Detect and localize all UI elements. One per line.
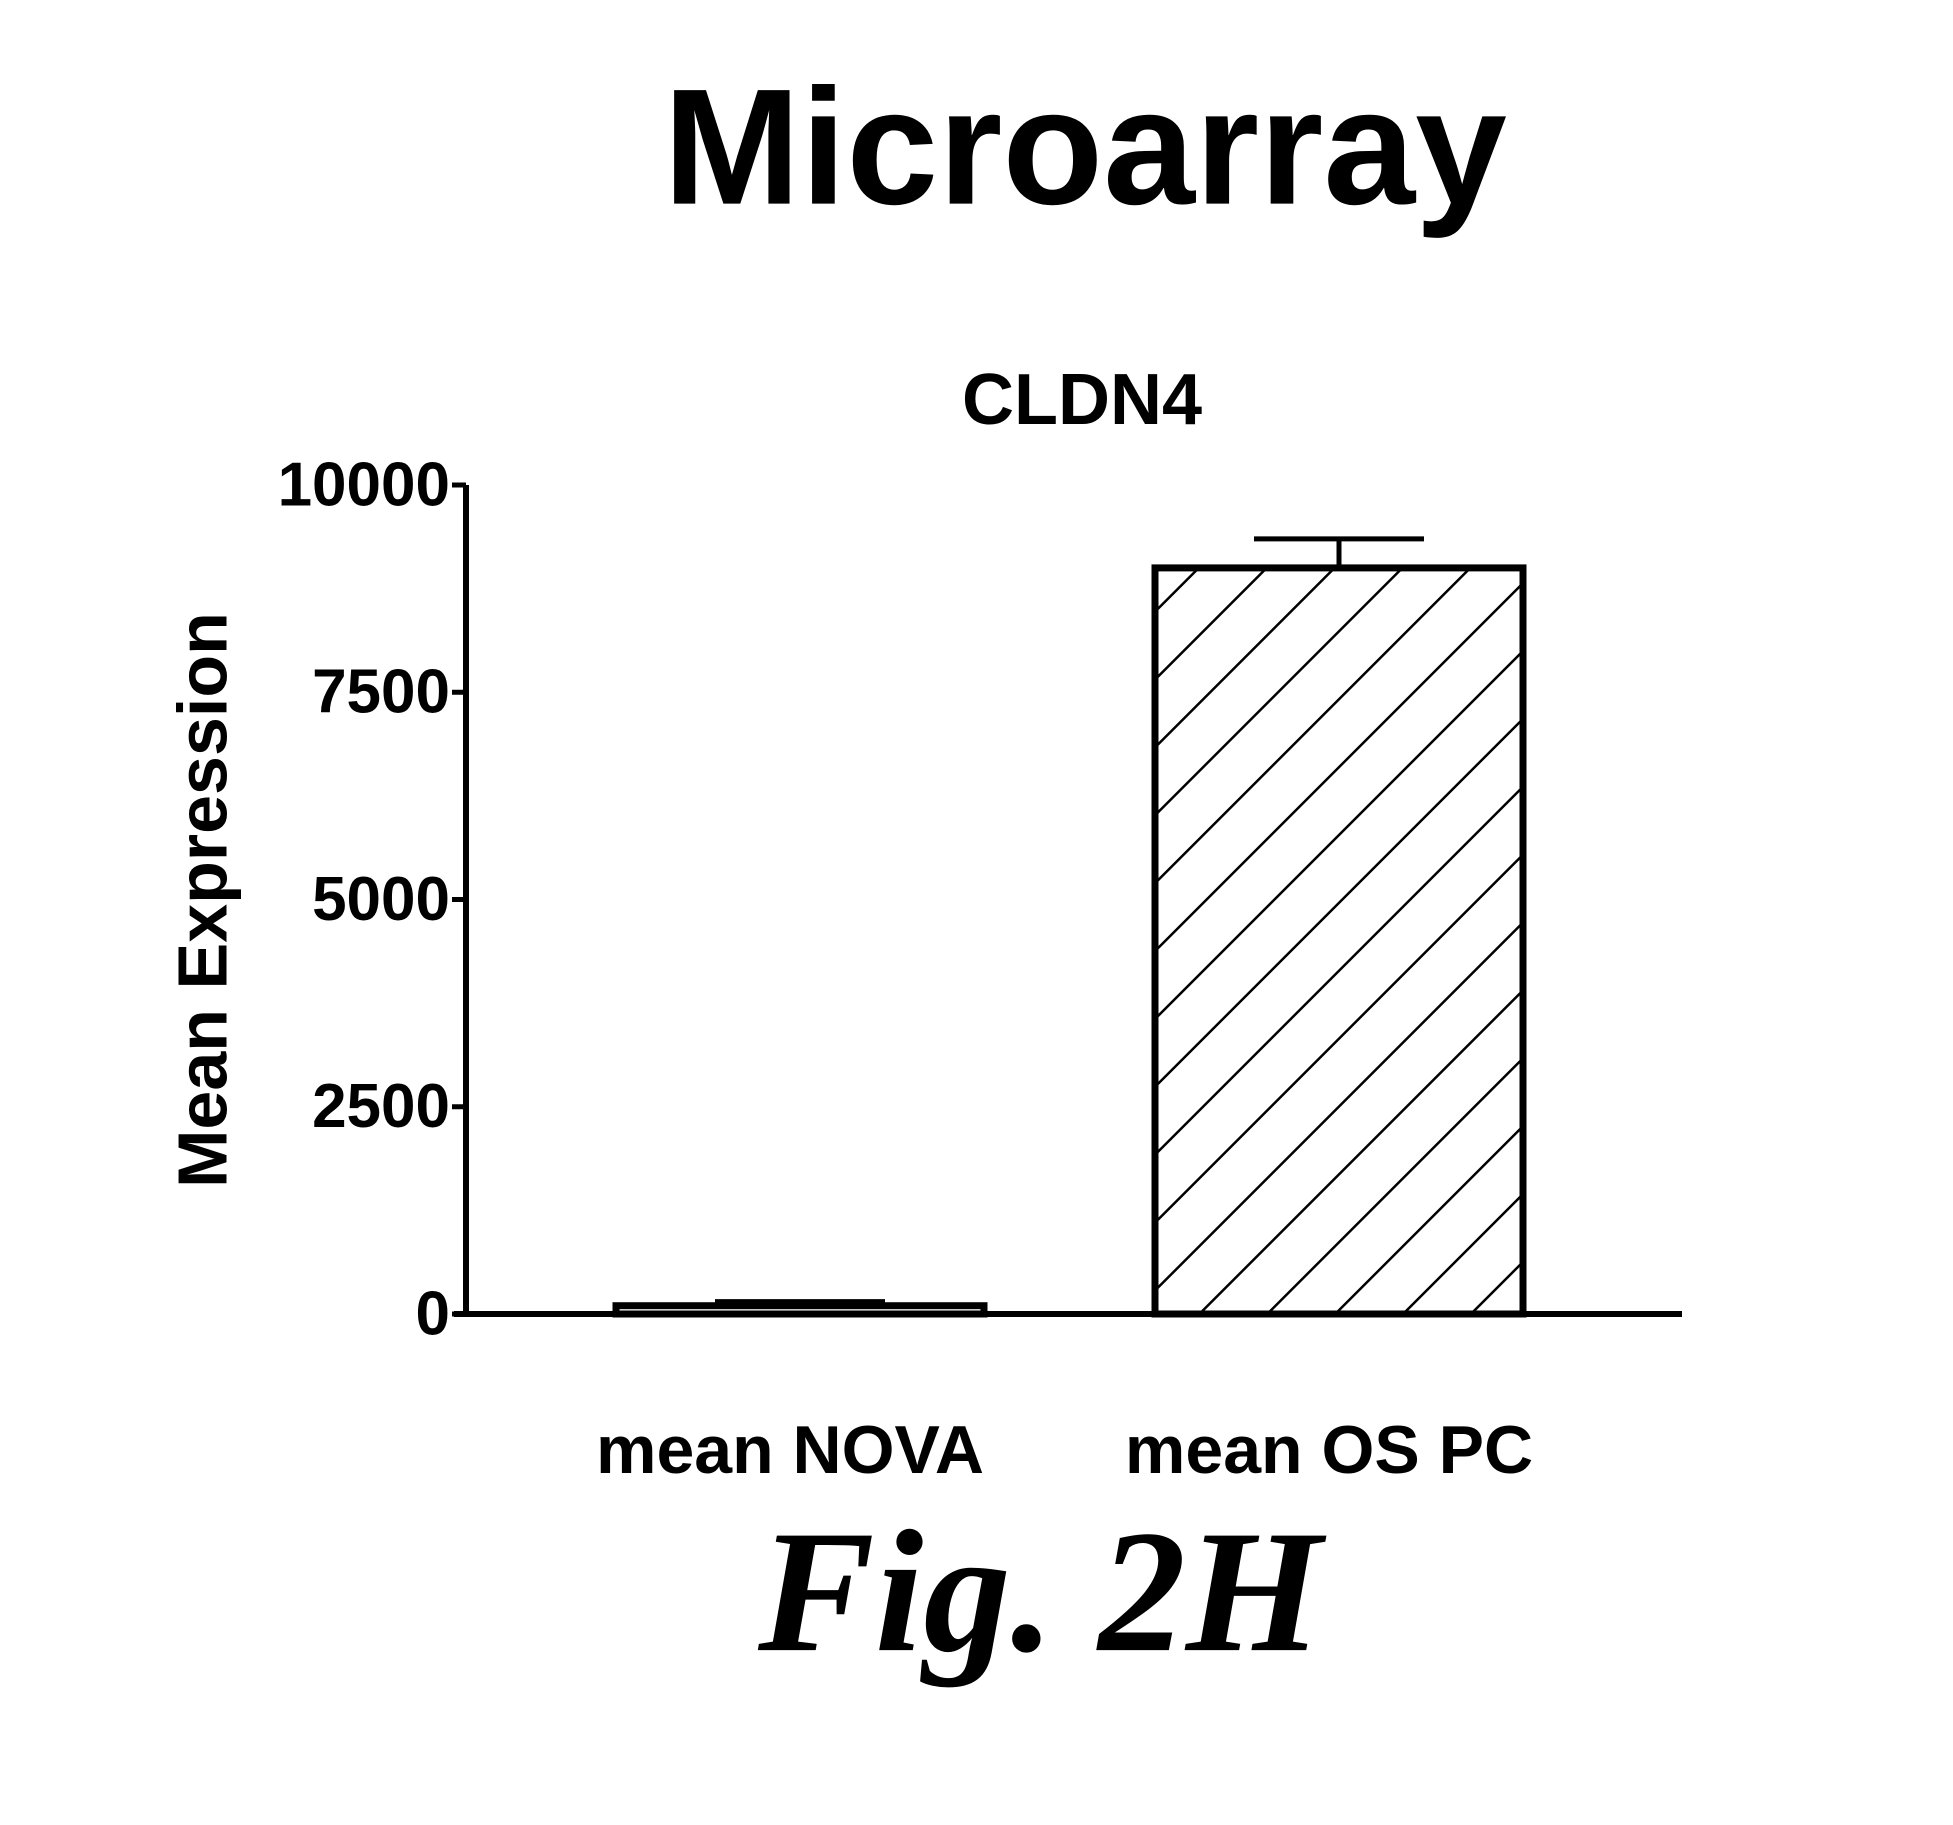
chart-subtitle: CLDN4 [962,360,1202,440]
figure-label: Fig. 2H [757,1494,1327,1688]
y-tick-label: 5000 [312,865,450,934]
y-tick-label: 10000 [278,450,450,519]
y-tick-label: 2500 [312,1072,450,1141]
chart: Microarray CLDN4 Mean Expression Fig. 2H… [0,0,1953,1825]
bar [1155,568,1523,1314]
bar [616,1306,984,1314]
x-tick-label: mean NOVA [596,1412,984,1488]
x-tick-label: mean OS PC [1125,1412,1533,1488]
y-axis-label: Mean Expression [163,612,241,1188]
chart-title: Microarray [663,55,1507,239]
y-tick-label: 0 [416,1279,450,1348]
y-tick-label: 7500 [312,658,450,727]
